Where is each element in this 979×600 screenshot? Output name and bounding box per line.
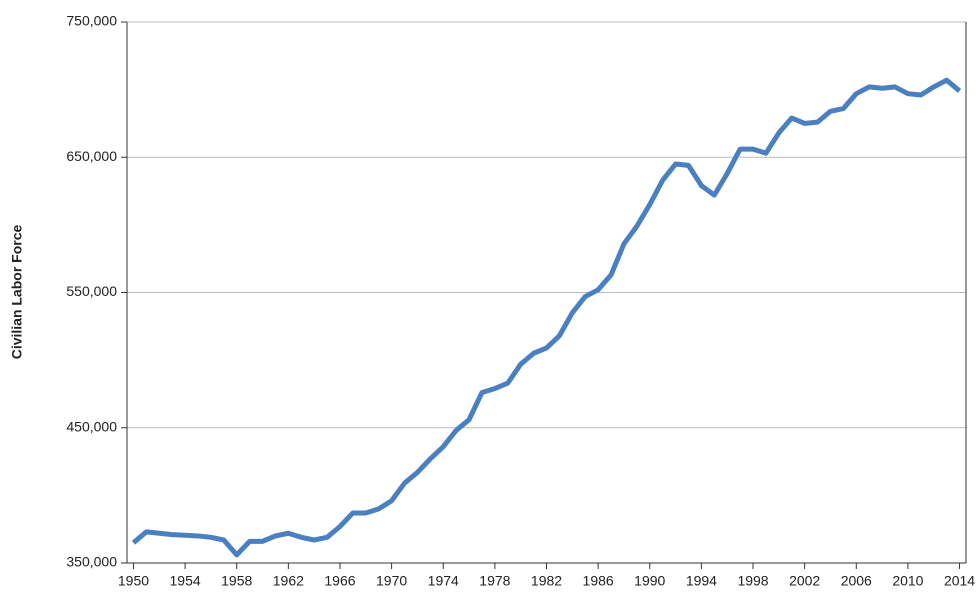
y-tick-label: 550,000 (66, 283, 117, 299)
x-tick-label: 2014 (944, 573, 975, 589)
y-tick-label: 650,000 (66, 148, 117, 164)
y-tick-label: 750,000 (66, 13, 117, 29)
x-tick-label: 1958 (221, 573, 252, 589)
x-tick-label: 1978 (479, 573, 510, 589)
x-tick-label: 1998 (737, 573, 768, 589)
x-tick-label: 1962 (273, 573, 304, 589)
y-tick-label: 450,000 (66, 418, 117, 434)
x-tick-label: 2006 (841, 573, 872, 589)
x-tick-label: 1982 (531, 573, 562, 589)
x-tick-label: 1954 (170, 573, 201, 589)
x-tick-label: 1966 (324, 573, 355, 589)
y-tick-label: 350,000 (66, 554, 117, 570)
x-tick-label: 2010 (892, 573, 923, 589)
x-tick-label: 1986 (583, 573, 614, 589)
y-axis-label: Civilian Labor Force (9, 224, 25, 359)
x-tick-label: 2002 (789, 573, 820, 589)
x-tick-label: 1950 (118, 573, 149, 589)
x-tick-label: 1990 (634, 573, 665, 589)
x-tick-label: 1974 (428, 573, 459, 589)
x-tick-label: 1994 (686, 573, 717, 589)
x-tick-label: 1970 (376, 573, 407, 589)
data-line (131, 77, 962, 558)
